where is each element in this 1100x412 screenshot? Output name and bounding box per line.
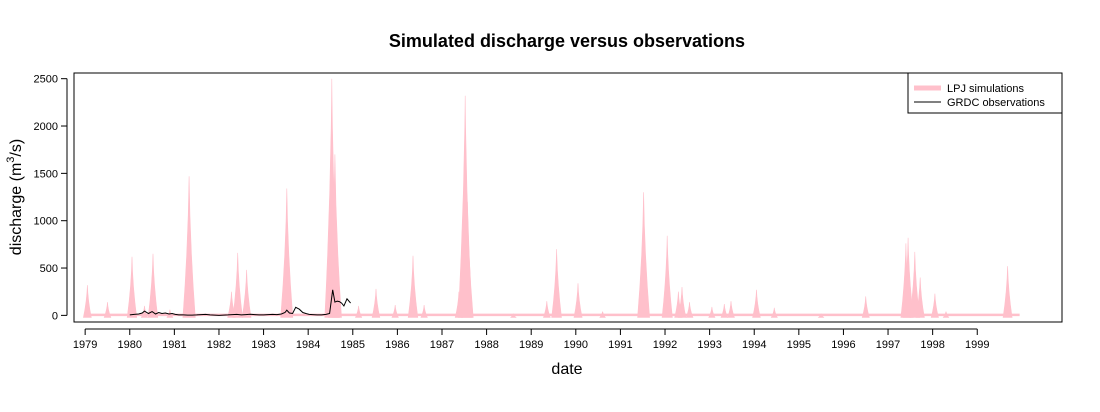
legend-label-simulations: LPJ simulations	[947, 83, 1025, 95]
x-tick-label-1981: 1981	[162, 339, 186, 351]
simulation-peak-35	[752, 289, 761, 318]
observation-line	[129, 289, 351, 316]
x-tick-label-1998: 1998	[920, 339, 944, 351]
x-tick-label-1988: 1988	[474, 339, 498, 351]
x-tick-label-1983: 1983	[251, 339, 275, 351]
simulation-peak-28	[661, 235, 673, 318]
x-tick-label-1986: 1986	[385, 339, 409, 351]
simulation-peak-8	[232, 252, 243, 318]
x-tick-label-1982: 1982	[207, 339, 231, 351]
x-tick-label-1993: 1993	[697, 339, 721, 351]
simulation-peak-24	[551, 249, 562, 318]
plot-frame	[73, 72, 1063, 323]
y-axis-label-main: discharge (m	[8, 163, 25, 255]
x-tick-label-1987: 1987	[430, 339, 454, 351]
x-axis-label: date	[551, 361, 582, 378]
simulation-peak-6	[182, 176, 196, 318]
x-tick-label-1979: 1979	[73, 339, 97, 351]
x-tick-label-1997: 1997	[876, 339, 900, 351]
x-tick-label-1999: 1999	[965, 339, 989, 351]
x-tick-label-1992: 1992	[653, 339, 677, 351]
simulation-peak-25	[573, 283, 583, 318]
plot-area	[83, 78, 1020, 318]
x-tick-label-1996: 1996	[831, 339, 855, 351]
simulation-peak-15	[371, 288, 381, 318]
x-tick-label-1984: 1984	[296, 339, 320, 351]
simulation-peak-0	[83, 285, 92, 318]
y-tick-label-500: 500	[40, 263, 58, 275]
legend: LPJ simulations GRDC observations	[907, 72, 1063, 114]
simulation-peak-38	[861, 296, 870, 318]
simulation-peak-42	[915, 277, 925, 318]
y-axis-label-sup: 3	[5, 157, 17, 163]
simulation-peak-4	[147, 253, 159, 318]
legend-box	[907, 72, 1063, 114]
y-tick-label-1000: 1000	[34, 216, 58, 228]
legend-label-observations: GRDC observations	[947, 97, 1045, 109]
simulation-peak-13	[331, 291, 340, 318]
simulation-peak-9	[241, 269, 252, 318]
simulation-peak-45	[1002, 266, 1013, 318]
chart-title: Simulated discharge versus observations	[389, 31, 745, 51]
simulation-peak-43	[930, 293, 939, 318]
y-tick-label-2000: 2000	[34, 121, 58, 133]
simulation-peak-17	[407, 255, 419, 318]
y-tick-label-1500: 1500	[34, 168, 58, 180]
y-tick-label-2500: 2500	[34, 74, 58, 86]
simulation-peak-30	[677, 286, 687, 318]
y-axis-label: discharge (m3/s)	[5, 139, 25, 255]
x-axis: 1979 1980 1981 1982 1983 1984 1985 1986 1987 1988…	[73, 328, 989, 351]
x-tick-label-1990: 1990	[564, 339, 588, 351]
x-tick-label-1994: 1994	[742, 339, 766, 351]
y-axis-label-end: /s)	[8, 139, 25, 157]
x-tick-label-1995: 1995	[787, 339, 811, 351]
x-tick-label-1985: 1985	[341, 339, 365, 351]
simulation-peak-10	[280, 188, 294, 318]
simulation-peak-21	[461, 201, 474, 318]
simulation-peak-12	[328, 154, 342, 318]
y-axis: 0 500 1000 1500 2000 2500	[34, 74, 68, 322]
x-tick-label-1991: 1991	[608, 339, 632, 351]
simulation-peak-27	[637, 192, 650, 318]
simulation-peak-2	[126, 256, 138, 318]
y-tick-label-0: 0	[52, 310, 58, 322]
x-tick-label-1980: 1980	[118, 339, 142, 351]
x-tick-label-1989: 1989	[519, 339, 543, 351]
